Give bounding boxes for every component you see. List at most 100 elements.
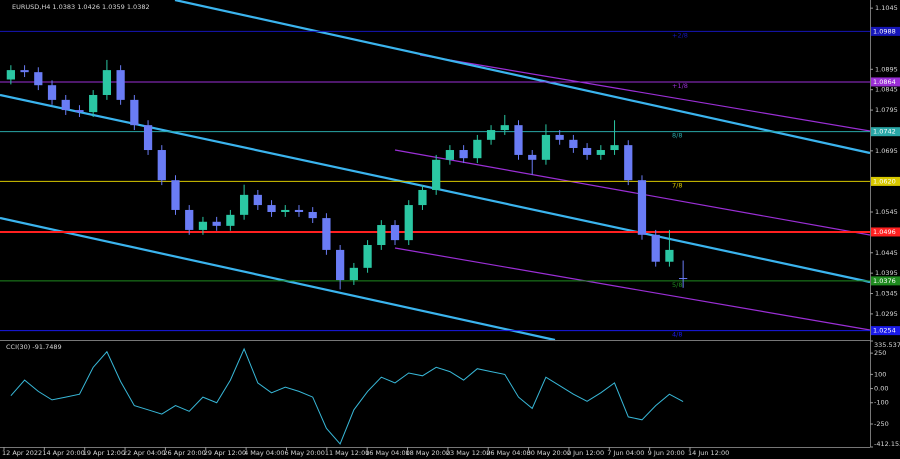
candle-body <box>500 125 509 131</box>
candle-body <box>473 139 482 159</box>
price-box <box>871 326 900 336</box>
candle-body <box>185 209 194 230</box>
candle-body <box>171 180 180 210</box>
x-tick-label: 26 May 04:00 <box>486 449 531 457</box>
candle-body <box>116 70 125 100</box>
candle-body <box>486 130 496 140</box>
candle-body <box>102 70 112 95</box>
candle-body <box>294 209 304 212</box>
y-tick-label: -412.1535 <box>874 440 900 448</box>
channel-line <box>394 247 871 331</box>
candle-body <box>514 125 523 155</box>
candle-body <box>528 154 537 160</box>
x-tick-label: 4 May 04:00 <box>244 449 284 457</box>
candle-body <box>89 94 98 113</box>
level-name: 8/8 <box>672 132 682 140</box>
x-tick-label: 2 Jun 12:00 <box>567 449 604 457</box>
level-name: 7/8 <box>672 181 682 189</box>
candle-body <box>624 145 633 181</box>
candle-body <box>47 85 57 100</box>
candle-body <box>267 205 276 212</box>
chart-header: EURUSD,H4 1.0383 1.0426 1.0359 1.0382 <box>12 3 150 11</box>
candle-body <box>226 214 235 226</box>
y-tick-label: 1.0395 <box>875 269 898 277</box>
x-tick-label: 22 Apr 04:00 <box>123 449 165 457</box>
candle-body <box>157 150 166 181</box>
y-tick-label: 1.0295 <box>875 310 898 318</box>
candle-body <box>390 225 400 241</box>
price-box-label: 1.0496 <box>873 228 896 236</box>
price-box-label: 1.0254 <box>873 327 896 335</box>
candle-body <box>336 249 345 281</box>
candle-body <box>596 150 605 155</box>
price-box <box>871 77 900 87</box>
y-tick-label: 1.0895 <box>875 65 898 73</box>
channel-line <box>419 54 871 132</box>
y-tick-label: 1.0345 <box>875 290 898 298</box>
channel-line <box>0 216 556 342</box>
y-tick-label: 100 <box>874 370 886 378</box>
y-tick-label: 335.5376 <box>874 341 900 349</box>
y-tick-label: 1.0695 <box>875 147 898 155</box>
price-box <box>871 26 900 36</box>
candle-body <box>212 221 221 226</box>
y-tick-label: 1.1045 <box>875 4 898 12</box>
price-box-label: 1.0864 <box>873 78 896 86</box>
level-name: 5/8 <box>672 281 682 289</box>
candle-body <box>541 134 551 160</box>
price-box <box>871 127 900 137</box>
candle-body <box>198 221 208 230</box>
candle-body <box>665 249 674 262</box>
candle-body <box>555 134 564 140</box>
x-tick-label: 11 May 12:00 <box>325 449 370 457</box>
y-tick-label: -100 <box>874 399 889 407</box>
candle-body <box>651 234 660 262</box>
candle-body <box>34 72 43 86</box>
x-tick-label: 30 May 20:00 <box>527 449 572 457</box>
y-tick-label: 250 <box>874 349 886 357</box>
price-box <box>871 227 900 237</box>
candle-body <box>582 147 592 155</box>
candle-body <box>445 150 455 160</box>
y-tick-label: 1.0845 <box>875 86 898 94</box>
x-tick-label: 18 May 20:00 <box>406 449 451 457</box>
candle-body <box>61 99 70 111</box>
candle-body <box>239 194 249 215</box>
y-tick-label: 1.0445 <box>875 249 898 257</box>
candle-body <box>404 205 413 241</box>
candle-body <box>75 110 84 113</box>
x-tick-label: 12 Apr 2022 <box>2 449 42 457</box>
y-tick-label: 0.00 <box>874 385 888 393</box>
price-box-label: 1.0620 <box>873 177 896 185</box>
candle-body <box>610 145 619 151</box>
price-box-label: 1.0988 <box>873 27 896 35</box>
candle-body <box>679 278 688 280</box>
x-tick-label: 14 Jun 12:00 <box>688 449 729 457</box>
candle-body <box>637 180 647 235</box>
candle-body <box>349 267 358 281</box>
x-tick-label: 14 Apr 20:00 <box>42 449 84 457</box>
channel-line <box>394 149 871 236</box>
channel-line <box>174 0 871 155</box>
x-tick-label: 16 May 04:00 <box>365 449 410 457</box>
x-tick-label: 19 Apr 12:00 <box>83 449 125 457</box>
candle-body <box>143 125 153 151</box>
level-name: +1/8 <box>672 82 688 90</box>
price-box-label: 1.0742 <box>873 128 896 136</box>
y-tick-label: 1.0795 <box>875 106 898 114</box>
x-tick-label: 26 Apr 20:00 <box>163 449 205 457</box>
x-tick-label: 7 Jun 04:00 <box>607 449 644 457</box>
x-tick-label: 9 Jun 20:00 <box>648 449 685 457</box>
y-tick-label: 1.0545 <box>875 208 898 216</box>
price-box <box>871 176 900 186</box>
candle-body <box>281 209 290 212</box>
x-tick-label: 29 Apr 12:00 <box>204 449 246 457</box>
candle-body <box>6 70 15 80</box>
candle-body <box>432 159 441 190</box>
candle-body <box>308 211 317 219</box>
candle-body <box>20 70 29 73</box>
x-tick-label: 23 May 12:00 <box>446 449 491 457</box>
